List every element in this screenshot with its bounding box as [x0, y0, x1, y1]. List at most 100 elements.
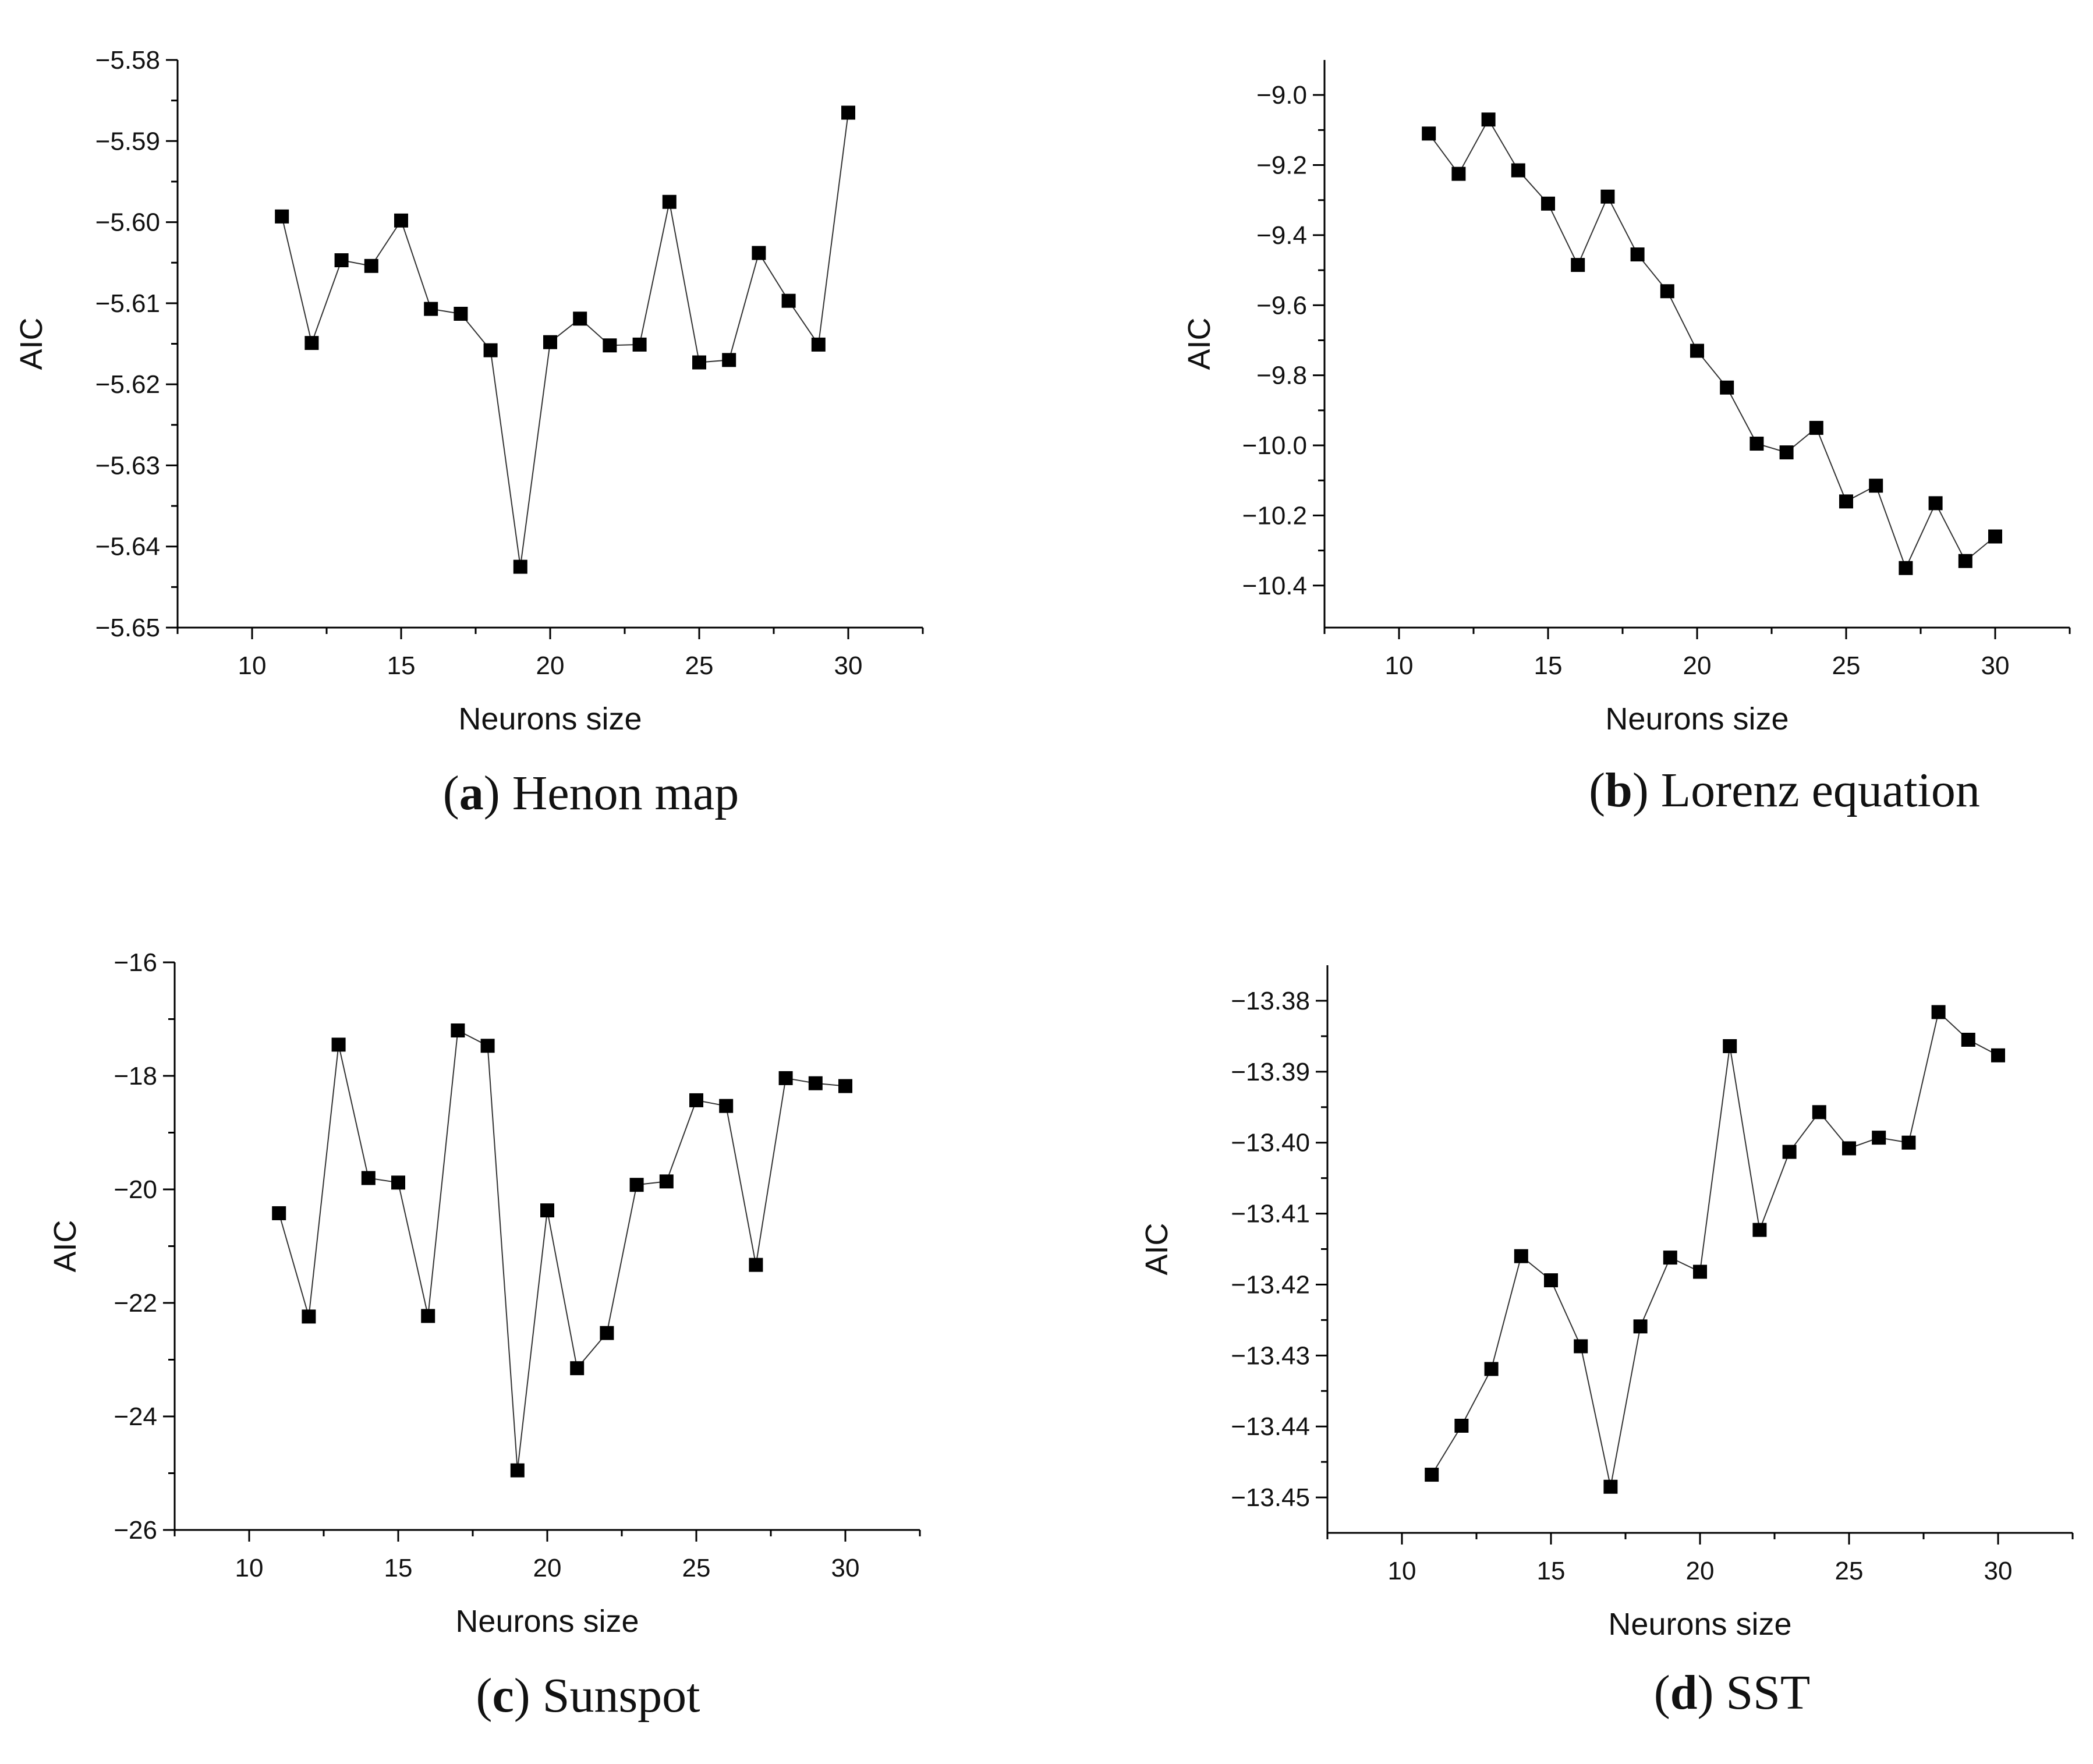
data-point [543, 335, 557, 349]
data-point [1511, 163, 1525, 178]
data-point [811, 337, 826, 352]
data-point [1574, 1339, 1588, 1354]
y-tick-label: −13.40 [1231, 1129, 1310, 1157]
y-tick-label: −9.2 [1256, 151, 1307, 180]
data-point [1779, 445, 1794, 460]
data-point [1958, 554, 1972, 568]
data-point [513, 559, 527, 574]
caption-paren-close: ) [484, 766, 512, 820]
data-point [1991, 1048, 2005, 1062]
data-point [483, 343, 498, 357]
data-point [1869, 479, 1883, 493]
y-tick-label: −9.0 [1256, 81, 1307, 109]
data-point [364, 258, 378, 273]
x-tick-label: 30 [831, 1554, 860, 1582]
x-tick-label: 20 [1683, 651, 1712, 680]
data-point [480, 1039, 495, 1053]
data-point [1988, 529, 2002, 544]
data-point [689, 1093, 703, 1107]
caption-text: SST [1726, 1666, 1810, 1720]
x-tick-label: 10 [1385, 651, 1414, 680]
data-point [841, 105, 855, 120]
data-point [659, 1174, 674, 1189]
panel-caption: (c) Sunspot [476, 1669, 700, 1723]
data-point [334, 253, 349, 268]
data-point [1809, 420, 1823, 435]
y-tick-label: −22 [114, 1289, 157, 1317]
data-point [1931, 1005, 1946, 1019]
data-point [1663, 1251, 1677, 1265]
x-tick-label: 30 [834, 651, 863, 680]
chart-panel-d: 10 15 20 25 30 −13.45 −13.44 −13.43 −13.42 −13.41… [1139, 965, 2074, 1720]
panel-caption: (b) Lorenz equation [1589, 763, 1980, 817]
data-point [331, 1037, 346, 1052]
data-point [1660, 284, 1674, 299]
data-point [573, 311, 587, 326]
data-point [1899, 561, 1913, 575]
y-tick-label: −13.41 [1231, 1200, 1310, 1228]
data-point [632, 337, 647, 352]
x-axis-label: Neurons size [458, 702, 642, 736]
y-tick-label: −18 [114, 1062, 157, 1090]
data-point [1425, 1468, 1439, 1482]
data-point [1752, 1223, 1767, 1237]
chart-panel-c: 10 15 20 25 30 −26 −24 −22 −20 −18 −16 Neurons size… [48, 948, 921, 1723]
data-point [1961, 1032, 1975, 1047]
x-tick-label: 15 [384, 1554, 413, 1582]
data-point [540, 1203, 554, 1218]
data-point [692, 355, 706, 370]
caption-paren-close: ) [514, 1669, 543, 1723]
data-point [778, 1071, 793, 1085]
data-point [662, 194, 677, 209]
data-point [808, 1076, 823, 1090]
caption-letter: b [1605, 763, 1632, 817]
panel-caption: (d) SST [1654, 1666, 1810, 1720]
y-tick-label: −10.4 [1242, 572, 1307, 600]
x-tick-label: 15 [1534, 651, 1563, 680]
caption-letter: a [459, 766, 484, 820]
y-tick-label: −5.58 [95, 46, 160, 75]
data-point [1454, 1418, 1469, 1433]
data-point [421, 1309, 435, 1323]
y-axis-label: AIC [1139, 1223, 1174, 1275]
y-tick-label: −5.63 [95, 451, 160, 480]
y-tick-label: −5.65 [95, 614, 160, 642]
data-point [629, 1178, 644, 1192]
chart-panel-a: 10 15 20 25 30 −5.65 −5.64 −5.63 −5.62 −5.61 −5.60… [14, 46, 924, 820]
series-line [281, 112, 849, 567]
y-tick-label: −5.64 [95, 533, 160, 561]
data-point [1842, 1141, 1856, 1156]
data-point [603, 338, 617, 353]
y-tick-label: −5.61 [95, 289, 160, 318]
series-line [1428, 118, 1996, 570]
y-tick-label: −9.8 [1256, 362, 1307, 390]
data-point [1630, 247, 1645, 262]
data-point [1723, 1039, 1737, 1053]
x-tick-label: 20 [533, 1554, 562, 1582]
data-point [1750, 437, 1764, 451]
data-point [600, 1326, 614, 1340]
data-point [1514, 1249, 1528, 1263]
data-point [1451, 167, 1466, 181]
x-tick-label: 30 [1981, 651, 2010, 680]
data-point [275, 209, 289, 224]
data-point [1541, 196, 1555, 211]
data-point [1693, 1264, 1707, 1279]
x-tick-label: 10 [238, 651, 267, 680]
y-tick-label: −26 [114, 1516, 157, 1545]
data-point [451, 1023, 465, 1037]
x-tick-label: 25 [1832, 651, 1861, 680]
x-tick-label: 15 [387, 651, 416, 680]
x-tick-label: 30 [1984, 1557, 2013, 1585]
x-tick-label: 10 [1388, 1557, 1416, 1585]
y-tick-label: −9.6 [1256, 291, 1307, 320]
data-point [1720, 380, 1734, 395]
y-tick-label: −5.60 [95, 208, 160, 237]
data-point [304, 336, 319, 350]
series-line [278, 1029, 846, 1471]
x-axis-label: Neurons size [1605, 702, 1789, 736]
data-point [361, 1171, 376, 1185]
x-tick-label: 25 [685, 651, 714, 680]
x-tick-label: 20 [1686, 1557, 1715, 1585]
y-tick-label: −13.42 [1231, 1270, 1310, 1299]
